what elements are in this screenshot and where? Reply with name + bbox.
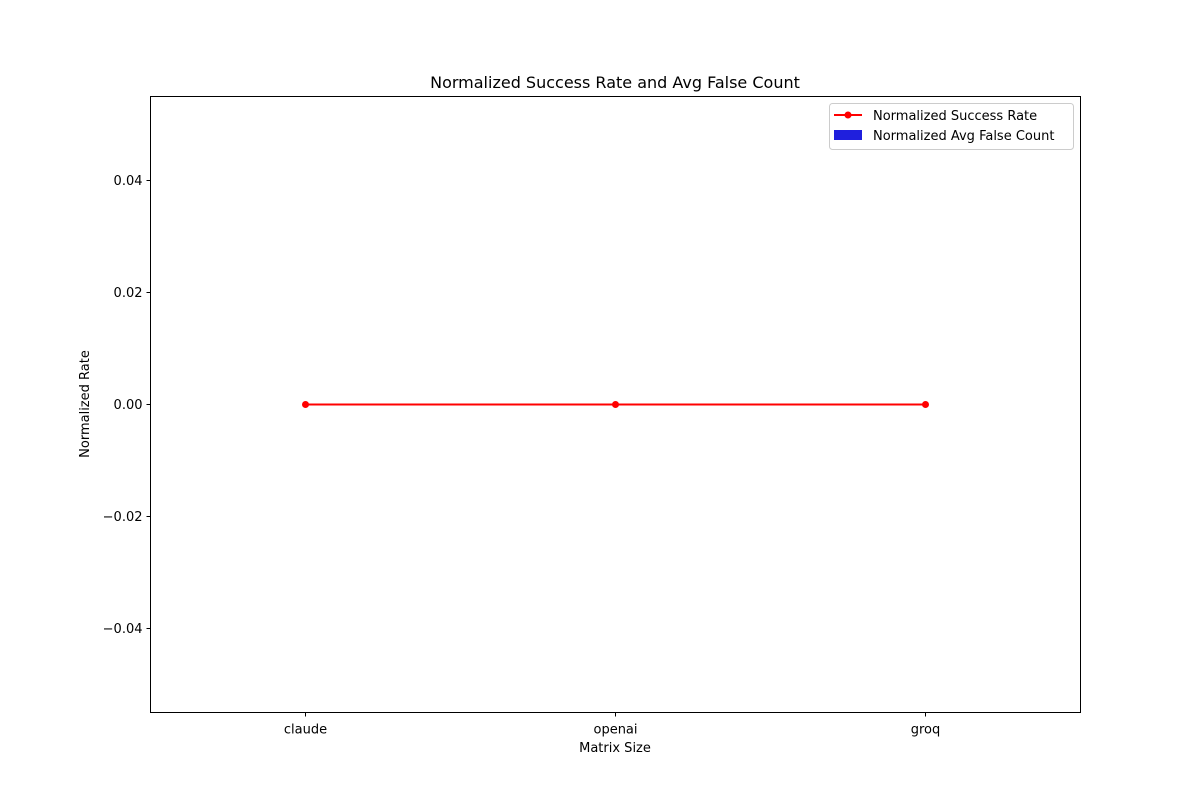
x-tick-label: openai [593, 723, 637, 738]
line-series [302, 401, 929, 408]
legend-label-false-count: Normalized Avg False Count [873, 129, 1054, 144]
y-axis-label: Normalized Rate [78, 350, 93, 458]
success-rate-point-openai [612, 401, 619, 408]
y-tick-label: −0.04 [103, 622, 143, 637]
y-tick-label: 0.02 [114, 286, 143, 301]
x-tick-label: claude [284, 723, 327, 738]
y-tick-label: 0.00 [114, 398, 143, 413]
success-rate-point-claude [302, 401, 309, 408]
y-tick-label: −0.02 [103, 510, 143, 525]
x-axis-label: Matrix Size [579, 741, 651, 756]
legend-box [829, 103, 1074, 150]
x-axis: claude openai groq [284, 712, 941, 738]
y-axis: −0.04 −0.02 0.00 0.02 0.04 [103, 174, 151, 637]
legend-marker-swatch [844, 111, 852, 119]
legend: Normalized Success Rate Normalized Avg F… [829, 103, 1074, 150]
chart-title: Normalized Success Rate and Avg False Co… [430, 73, 800, 92]
legend-bar-swatch [834, 130, 862, 140]
y-tick-label: 0.04 [114, 174, 143, 189]
x-tick-label: groq [911, 723, 941, 738]
success-rate-point-groq [922, 401, 929, 408]
legend-label-success-rate: Normalized Success Rate [873, 109, 1037, 124]
